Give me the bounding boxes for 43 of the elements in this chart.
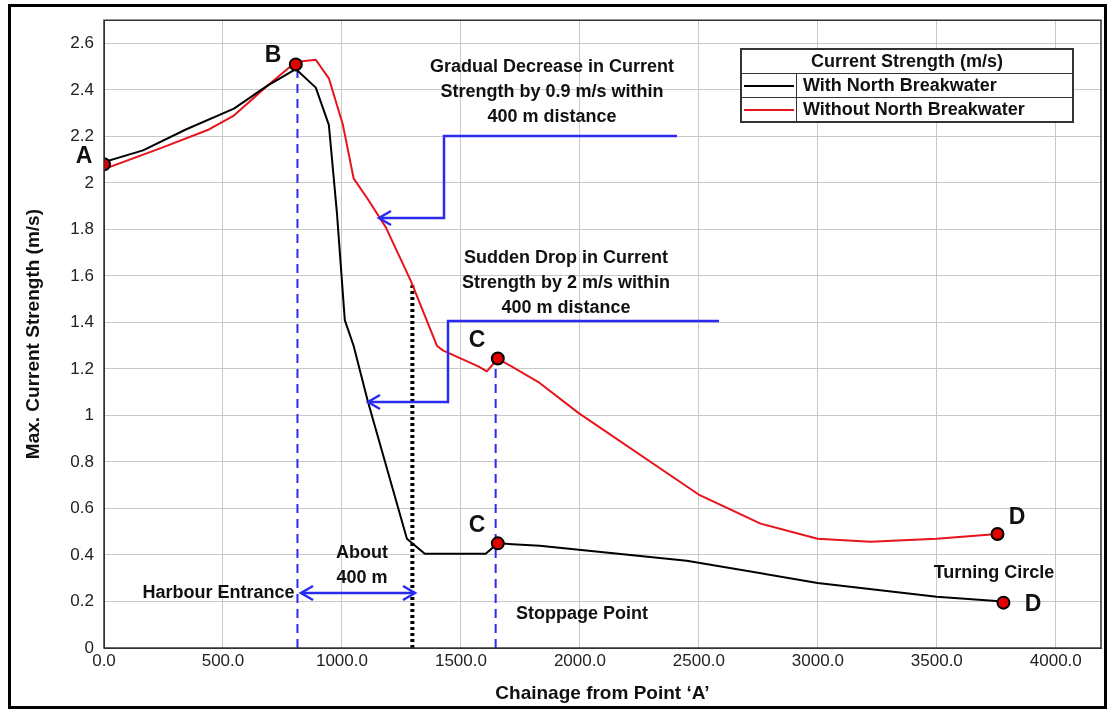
- point: [990, 527, 1005, 542]
- annotation: Turning Circle: [933, 560, 1055, 584]
- point: [490, 351, 505, 366]
- y-tick-label: 2.6: [70, 33, 94, 53]
- annotation: D: [1024, 589, 1042, 616]
- x-axis-title: Chainage from Point ‘A’: [495, 681, 710, 703]
- y-tick-label: 1.2: [70, 358, 94, 378]
- x-tick-label: 4000.0: [1029, 650, 1082, 670]
- x-tick-label: 2500.0: [672, 650, 725, 670]
- y-tick-label: 0.8: [70, 451, 94, 471]
- x-tick-label: 3000.0: [791, 650, 844, 670]
- annotation: C: [468, 510, 486, 537]
- annotation: B: [264, 40, 282, 67]
- legend-label: Without North Breakwater: [796, 97, 1073, 122]
- x-tick-label: 3500.0: [910, 650, 963, 670]
- x-tick-label: 2000.0: [553, 650, 606, 670]
- x-tick-label: 1000.0: [315, 650, 368, 670]
- legend-label: With North Breakwater: [796, 73, 1073, 98]
- annotation: D: [1008, 502, 1026, 529]
- y-tick-label: 0.2: [70, 591, 94, 611]
- x-tick-label: 1500.0: [434, 650, 487, 670]
- point: [288, 57, 303, 72]
- x-tick-label: 0.0: [92, 650, 116, 670]
- annotation: Gradual Decrease in Current Strength by 0.9 m/s within 400 m distance: [429, 54, 675, 128]
- y-axis-title: Max. Current Strength (m/s): [21, 209, 43, 460]
- annotation: Sudden Drop in Current Strength by 2 m/s within 400 m distance: [461, 245, 671, 319]
- y-tick-label: 0.4: [70, 544, 94, 564]
- y-tick-label: 0.6: [70, 498, 94, 518]
- annotation: Harbour Entrance: [142, 580, 295, 604]
- y-tick-label: 1.4: [70, 312, 94, 332]
- annotation: About 400 m: [336, 541, 388, 589]
- annotation: Stoppage Point: [516, 601, 648, 625]
- legend-title: Current Strength (m/s): [741, 49, 1073, 74]
- y-tick-label: 1.8: [70, 219, 94, 239]
- x-tick-label: 500.0: [201, 650, 245, 670]
- point: [996, 595, 1011, 610]
- y-tick-label: 1.6: [70, 265, 94, 285]
- y-tick-label: 2.4: [70, 79, 94, 99]
- annotation: C: [468, 325, 486, 352]
- point: [490, 536, 505, 551]
- y-tick-label: 2: [84, 172, 94, 192]
- y-tick-label: 1: [84, 405, 94, 425]
- y-tick-label: 0: [84, 637, 94, 657]
